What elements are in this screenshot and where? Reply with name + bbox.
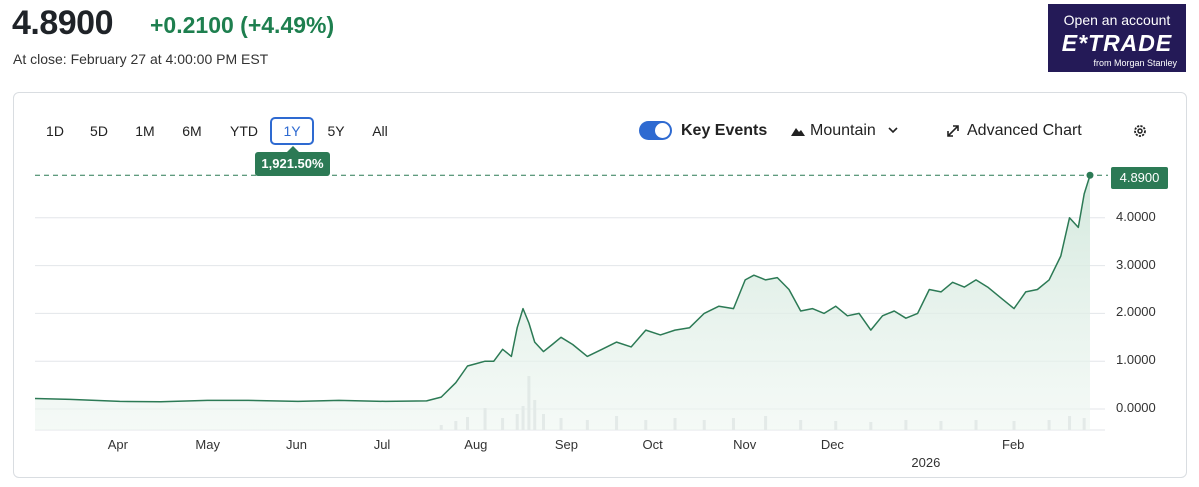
range-5d-button[interactable]: 5D — [90, 123, 108, 139]
y-tick-label: 2.0000 — [1116, 304, 1156, 320]
x-tick-label: Jul — [373, 437, 391, 452]
y-tick-label: 4.0000 — [1116, 208, 1156, 224]
gear-icon[interactable] — [1132, 123, 1148, 139]
price-area-fill — [35, 175, 1090, 430]
key-events-label: Key Events — [681, 122, 768, 139]
last-price: 4.8900 — [12, 4, 114, 42]
price-line — [34, 175, 1091, 403]
x-tick-label: Feb — [1002, 437, 1025, 452]
chart-type-dropdown[interactable]: Mountain — [810, 122, 876, 139]
price-change: +0.2100 (+4.49%) — [150, 12, 335, 38]
range-1m-button[interactable]: 1M — [135, 123, 155, 139]
x-tick-label: May — [195, 437, 220, 452]
x-tick-label: Apr — [107, 437, 128, 452]
expand-icon[interactable] — [946, 124, 960, 138]
range-6m-button[interactable]: 6M — [182, 123, 202, 139]
y-tick-label: 3.0000 — [1116, 256, 1156, 272]
chart-panel — [13, 92, 1187, 478]
range-ytd-button[interactable]: YTD — [230, 123, 258, 139]
key-events-toggle[interactable] — [639, 121, 672, 140]
ad-subtitle: from Morgan Stanley — [1093, 58, 1177, 68]
last-price-dot — [1086, 171, 1094, 179]
x-tick-label: Jun — [286, 437, 307, 452]
last-price-tag: 4.8900 — [1111, 167, 1168, 189]
advanced-chart-link[interactable]: Advanced Chart — [967, 122, 1082, 139]
y-tick-label: 0.0000 — [1116, 400, 1156, 415]
range-return-tooltip: 1,921.50% — [255, 146, 330, 176]
mountain-icon — [791, 128, 805, 136]
x-tick-label: Aug — [464, 437, 488, 452]
range-5y-button[interactable]: 5Y — [327, 123, 345, 139]
range-1y-button[interactable]: 1Y — [270, 117, 314, 145]
ad-headline: Open an account — [1063, 12, 1171, 28]
x-tick-label: 2026 — [911, 455, 941, 470]
close-timestamp: At close: February 27 at 4:00:00 PM EST — [13, 51, 269, 67]
range-1d-button[interactable]: 1D — [46, 123, 64, 139]
x-tick-label: Dec — [820, 437, 844, 452]
etrade-ad-banner[interactable]: Open an account E*TRADE from Morgan Stan… — [1048, 4, 1186, 72]
x-tick-label: Oct — [642, 437, 663, 452]
etrade-logo: E*TRADE — [1061, 30, 1173, 56]
x-tick-label: Sep — [554, 437, 579, 452]
toggle-knob — [655, 123, 670, 138]
range-all-button[interactable]: All — [372, 123, 388, 139]
x-tick-label: Nov — [733, 437, 757, 452]
chevron-down-icon[interactable] — [888, 127, 898, 135]
y-tick-label: 1.0000 — [1116, 352, 1156, 368]
